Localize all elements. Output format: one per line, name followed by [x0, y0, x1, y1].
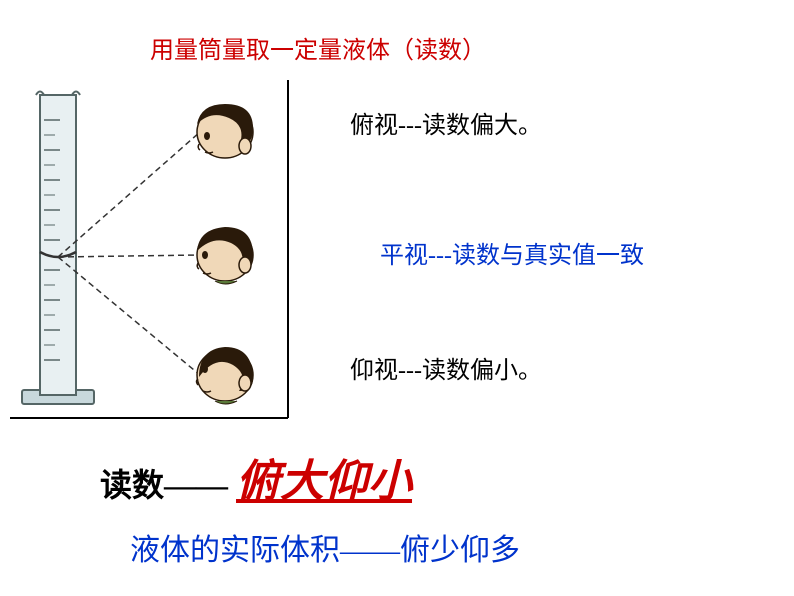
head-level: [197, 227, 253, 284]
label-looking-up: 仰视---读数偏小。: [350, 350, 542, 385]
sight-lines: [58, 132, 200, 375]
head-looking-down: [197, 104, 253, 158]
summary-line: 读数—— 俯大仰小: [100, 445, 412, 509]
head-looking-up: [197, 347, 254, 404]
graduated-cylinder: [22, 92, 94, 405]
summary-emphasis: 俯大仰小: [236, 445, 412, 509]
measurement-diagram: [10, 80, 290, 420]
page-title: 用量筒量取一定量液体（读数）: [150, 30, 486, 65]
label-level: 平视---读数与真实值一致: [380, 235, 644, 270]
summary-prefix: 读数——: [100, 460, 228, 506]
bottom-conclusion: 液体的实际体积——俯少仰多: [130, 525, 520, 569]
label-looking-down: 俯视---读数偏大。: [350, 105, 542, 140]
